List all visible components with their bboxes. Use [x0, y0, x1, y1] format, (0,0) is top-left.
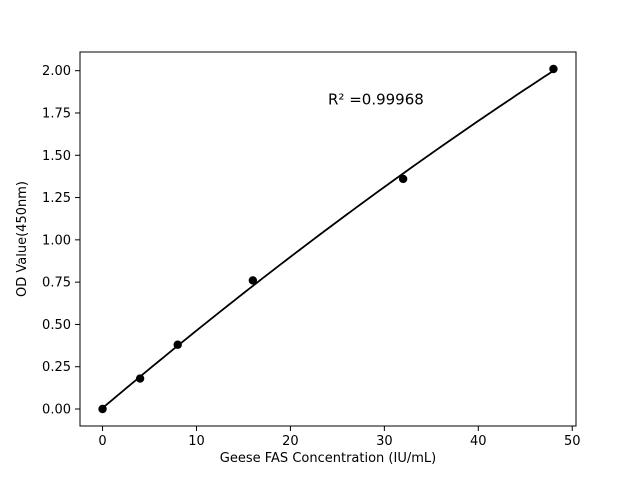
- y-tick-label: 0.25: [42, 360, 71, 375]
- y-tick-label: 1.75: [42, 106, 71, 121]
- x-tick-label: 40: [470, 434, 487, 449]
- x-axis-label: Geese FAS Concentration (IU/mL): [220, 451, 436, 466]
- y-tick-label: 2.00: [42, 64, 71, 79]
- data-point: [549, 64, 558, 74]
- y-axis-label: OD Value(450nm): [15, 181, 30, 297]
- x-tick-label: 0: [98, 434, 106, 449]
- x-tick-label: 50: [564, 434, 581, 449]
- data-point: [173, 340, 182, 349]
- x-tick-label: 10: [188, 434, 205, 449]
- data-point: [98, 404, 107, 414]
- data-point: [398, 174, 408, 184]
- y-tick-label: 0.00: [42, 403, 71, 418]
- y-tick-label: 1.25: [42, 191, 71, 206]
- x-tick-label: 30: [376, 434, 393, 449]
- y-tick-label: 0.75: [42, 276, 71, 291]
- y-tick-label: 1.50: [42, 149, 71, 164]
- data-point: [135, 374, 145, 383]
- r-squared-annotation: R² =0.99968: [328, 91, 424, 109]
- x-tick-label: 20: [282, 434, 299, 449]
- y-tick-label: 0.50: [42, 318, 71, 333]
- plot-area: [79, 51, 577, 427]
- data-point: [248, 276, 258, 285]
- y-tick-label: 1.00: [42, 233, 71, 248]
